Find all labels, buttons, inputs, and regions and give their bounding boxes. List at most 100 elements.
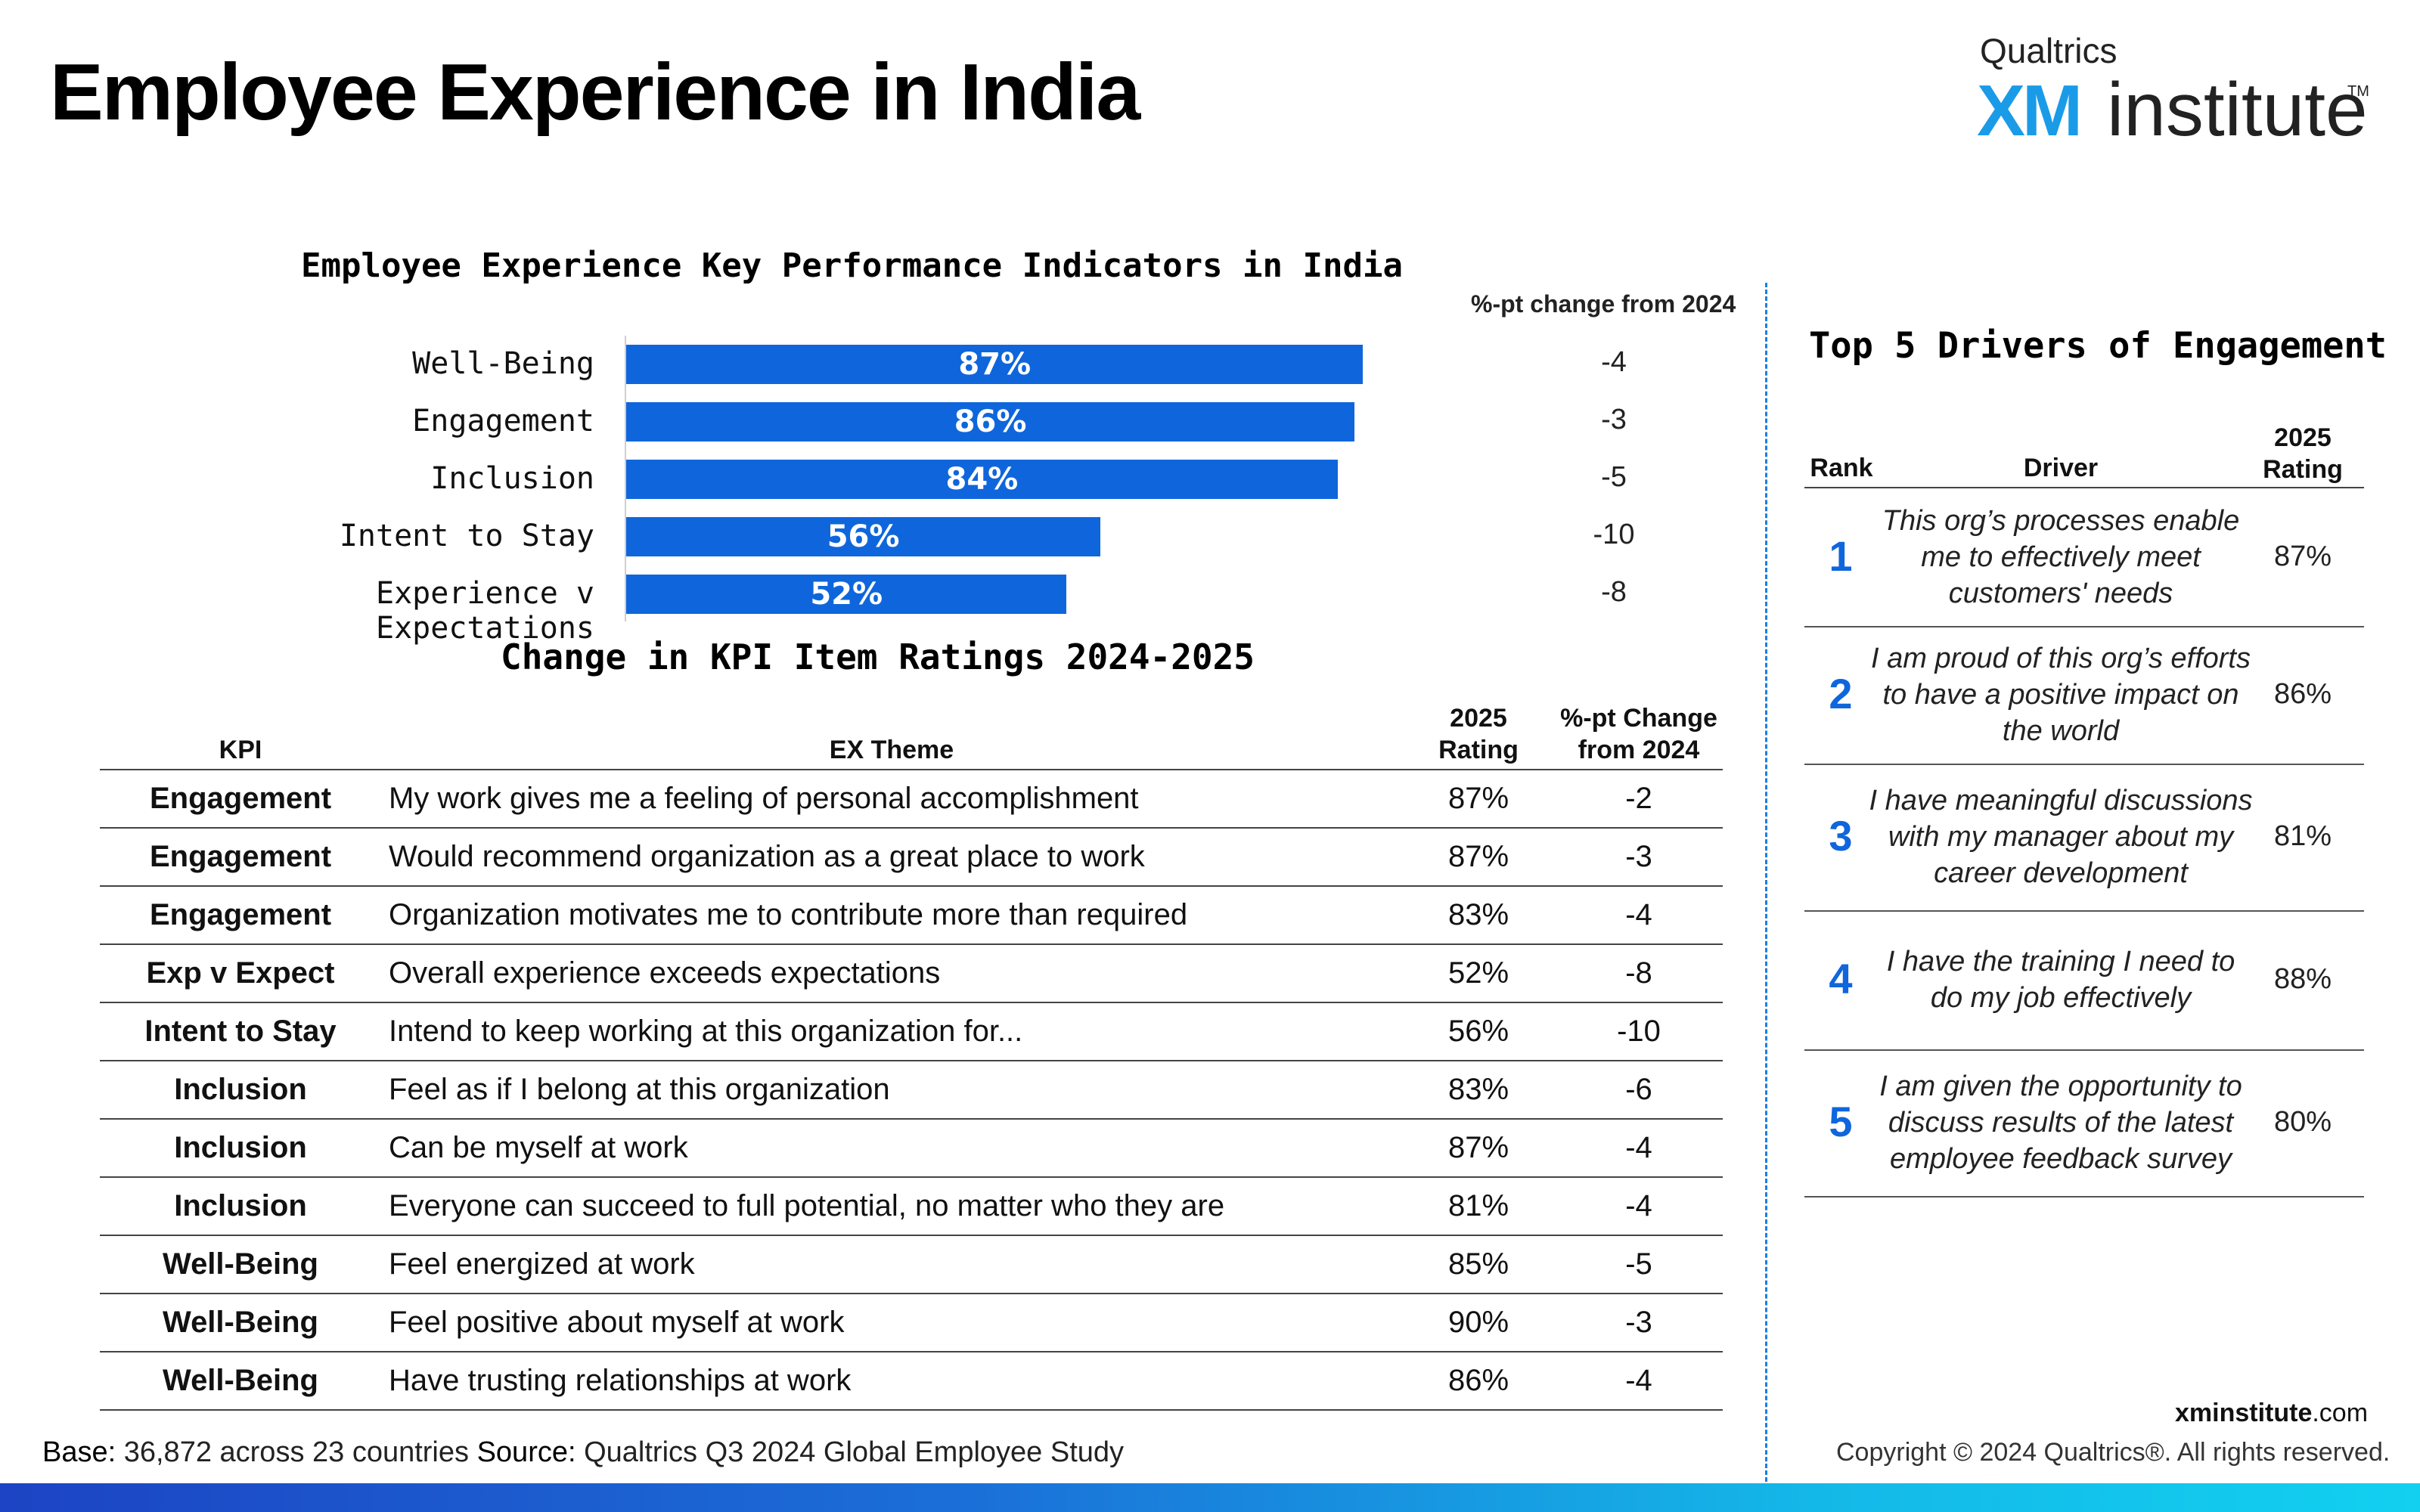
cell-change: -3 xyxy=(1555,1294,1723,1352)
table-row: Exp v Expect Overall experience exceeds e… xyxy=(100,944,1723,1003)
table-row: Engagement Organization motivates me to c… xyxy=(100,886,1723,945)
cell-kpi: Well-Being xyxy=(100,1235,381,1294)
driver-rank: 5 xyxy=(1829,1098,1853,1145)
driver-rank: 2 xyxy=(1829,670,1853,717)
driver-row-rule xyxy=(1804,1196,2364,1198)
cell-rating: 56% xyxy=(1402,1002,1555,1061)
bar-category-label: Inclusion xyxy=(430,461,594,496)
driver-text: I am given the opportunity to discuss re… xyxy=(1879,1070,2242,1175)
bar: 84% xyxy=(626,460,1338,499)
cell-theme: Organization motivates me to contribute … xyxy=(381,886,1402,945)
cell-theme: Would recommend organization as a great … xyxy=(381,828,1402,887)
driver-text: I have the training I need to do my job … xyxy=(1886,946,2235,1014)
bar: 86% xyxy=(626,402,1355,442)
cell-change: -4 xyxy=(1555,1119,1723,1178)
cell-rating: 90% xyxy=(1402,1294,1555,1352)
site-link[interactable]: xminstitute.com xyxy=(2175,1399,2368,1428)
cell-rating: 81% xyxy=(1402,1177,1555,1236)
cell-rating: 86% xyxy=(1402,1352,1555,1411)
kpi-table: KPI EX Theme 2025 Rating %-pt Change fro… xyxy=(100,702,1723,1411)
driver-text: I have meaningful discussions with my ma… xyxy=(1869,785,2253,889)
header-theme: EX Theme xyxy=(381,702,1402,770)
cell-change: -4 xyxy=(1555,1352,1723,1411)
cell-rating: 83% xyxy=(1402,1061,1555,1120)
cell-kpi: Engagement xyxy=(100,886,381,945)
header-change: %-pt Change from 2024 xyxy=(1555,702,1723,770)
cell-kpi: Engagement xyxy=(100,770,381,829)
site-bold: xminstitute xyxy=(2175,1399,2313,1427)
drivers-header-rule xyxy=(1804,487,2364,488)
driver-rating: 80% xyxy=(2273,1106,2332,1138)
cell-change: -4 xyxy=(1555,886,1723,945)
bar-category-label: Engagement xyxy=(412,404,594,438)
cell-change: -2 xyxy=(1555,770,1723,829)
driver-rank: 4 xyxy=(1829,955,1853,1002)
driver-rank: 3 xyxy=(1829,812,1853,860)
cell-kpi: Intent to Stay xyxy=(100,1002,381,1061)
copyright-text: Copyright © 2024 Qualtrics®. All rights … xyxy=(1836,1438,2391,1467)
cell-rating: 85% xyxy=(1402,1235,1555,1294)
chart-axis-line xyxy=(625,336,626,621)
cell-theme: Feel energized at work xyxy=(381,1235,1402,1294)
cell-kpi: Inclusion xyxy=(100,1177,381,1236)
bar-category-label: Well-Being xyxy=(412,346,594,381)
cell-change: -6 xyxy=(1555,1061,1723,1120)
driver-rank: 1 xyxy=(1829,532,1853,580)
cell-theme: My work gives me a feeling of personal a… xyxy=(381,770,1402,829)
base-label: Base: xyxy=(42,1436,116,1468)
table-row: Well-Being Feel energized at work 85% -5 xyxy=(100,1235,1723,1294)
section-divider xyxy=(1765,283,1767,1482)
driver-row-rule xyxy=(1804,764,2364,765)
logo-xm-text: XM xyxy=(1977,70,2083,151)
drivers-header-driver: Driver xyxy=(2023,454,2099,482)
driver-rating: 87% xyxy=(2273,541,2332,572)
bar: 52% xyxy=(626,575,1067,614)
logo-brand-text: Qualtrics xyxy=(1980,31,2118,70)
cell-kpi: Well-Being xyxy=(100,1352,381,1411)
cell-rating: 87% xyxy=(1402,1119,1555,1178)
bottom-gradient-bar xyxy=(0,1483,2420,1512)
header-rating: 2025 Rating xyxy=(1402,702,1555,770)
cell-rating: 52% xyxy=(1402,944,1555,1003)
chart-title: Employee Experience Key Performance Indi… xyxy=(301,246,1403,285)
table-row: Inclusion Everyone can succeed to full po… xyxy=(100,1177,1723,1236)
cell-kpi: Inclusion xyxy=(100,1119,381,1178)
bar-change-value: -3 xyxy=(1601,404,1627,435)
logo-institute-text: institute xyxy=(2107,67,2368,152)
cell-kpi: Well-Being xyxy=(100,1294,381,1352)
change-column-header: %-pt change from 2024 xyxy=(1471,290,1736,318)
bar-change-value: -8 xyxy=(1601,576,1627,608)
logo-trademark: TM xyxy=(2347,83,2369,100)
cell-theme: Feel positive about myself at work xyxy=(381,1294,1402,1352)
cell-rating: 87% xyxy=(1402,828,1555,887)
cell-theme: Everyone can succeed to full potential, … xyxy=(381,1177,1402,1236)
cell-theme: Feel as if I belong at this organization xyxy=(381,1061,1402,1120)
table-row: Intent to Stay Intend to keep working at … xyxy=(100,1002,1723,1061)
table-row: Inclusion Can be myself at work 87% -4 xyxy=(100,1119,1723,1178)
cell-rating: 87% xyxy=(1402,770,1555,829)
cell-change: -8 xyxy=(1555,944,1723,1003)
cell-theme: Can be myself at work xyxy=(381,1119,1402,1178)
table-row: Engagement My work gives me a feeling of … xyxy=(100,770,1723,829)
bar-change-value: -4 xyxy=(1601,346,1627,378)
source-label: Source: xyxy=(476,1436,576,1468)
cell-change: -3 xyxy=(1555,828,1723,887)
bar: 56% xyxy=(626,517,1101,556)
cell-change: -4 xyxy=(1555,1177,1723,1236)
driver-row-rule xyxy=(1804,910,2364,912)
cell-kpi: Inclusion xyxy=(100,1061,381,1120)
cell-change: -10 xyxy=(1555,1002,1723,1061)
site-rest: .com xyxy=(2312,1399,2369,1427)
bar-change-value: -5 xyxy=(1601,461,1627,493)
driver-text: I am proud of this org’s efforts to have… xyxy=(1871,643,2251,747)
driver-text: This org’s processes enable me to effect… xyxy=(1882,505,2240,609)
cell-theme: Overall experience exceeds expectations xyxy=(381,944,1402,1003)
drivers-header-rating: 2025 Rating xyxy=(2263,423,2343,484)
footer-source: Base: 36,872 across 23 countries Source:… xyxy=(42,1436,1124,1469)
cell-theme: Intend to keep working at this organizat… xyxy=(381,1002,1402,1061)
bar: 87% xyxy=(626,345,1364,384)
kpi-table-title: Change in KPI Item Ratings 2024-2025 xyxy=(501,637,1255,677)
cell-rating: 83% xyxy=(1402,886,1555,945)
driver-rating: 81% xyxy=(2273,820,2332,852)
cell-kpi: Exp v Expect xyxy=(100,944,381,1003)
